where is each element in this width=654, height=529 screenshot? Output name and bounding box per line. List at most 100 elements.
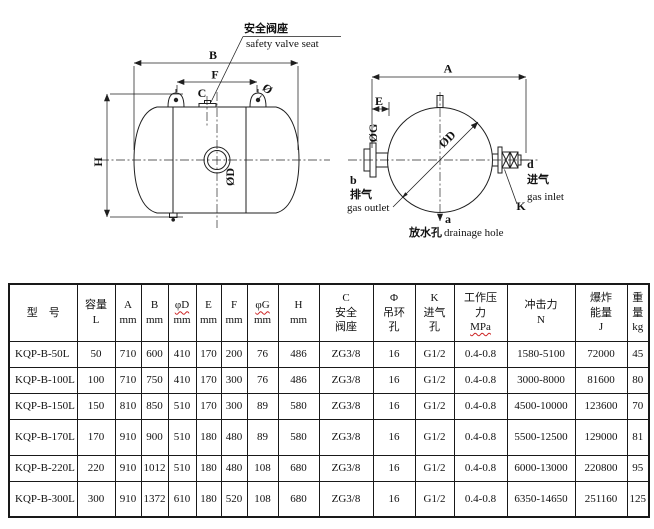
cell: 170 bbox=[195, 340, 222, 368]
inlet-letter: d bbox=[527, 157, 534, 171]
cell: 220 bbox=[76, 454, 116, 482]
cell: 410 bbox=[167, 340, 197, 368]
cell: ZG3/8 bbox=[318, 392, 374, 420]
cell: ZG3/8 bbox=[318, 454, 374, 482]
cell: 251160 bbox=[574, 480, 628, 518]
table-row: KQP-B-170L 170 910 900 510 180 480 89 580 ZG3/8 16… bbox=[8, 418, 650, 456]
col-header-1: 容量 L bbox=[76, 283, 116, 342]
cell: 16 bbox=[372, 392, 416, 420]
cell: 486 bbox=[277, 340, 320, 368]
cell: 100 bbox=[76, 366, 116, 394]
inlet-label-en: gas inlet bbox=[527, 191, 564, 203]
col-header-15: 重量 kg bbox=[626, 283, 650, 342]
cell: 45 bbox=[626, 340, 650, 368]
lifting-lug bbox=[167, 89, 185, 108]
cell: 0.4-0.8 bbox=[453, 480, 508, 518]
dim-line-OD bbox=[392, 121, 479, 208]
dim-label-H: H bbox=[91, 157, 105, 167]
col-header-4: φD mm bbox=[167, 283, 197, 342]
drain-label-en: drainage hole bbox=[444, 227, 504, 239]
cell: 50 bbox=[76, 340, 116, 368]
dim-label-C: C bbox=[198, 86, 207, 100]
cell: 480 bbox=[220, 454, 248, 482]
cell: 1580-5100 bbox=[506, 340, 576, 368]
outlet-letter: b bbox=[350, 173, 357, 187]
cell: 80 bbox=[626, 366, 650, 394]
cell: 76 bbox=[246, 366, 279, 394]
cell: G1/2 bbox=[414, 480, 455, 518]
tank-body bbox=[133, 106, 300, 214]
col-header-0: 型 号 bbox=[8, 283, 78, 342]
drain-letter: a bbox=[445, 212, 451, 226]
cell: 16 bbox=[372, 454, 416, 482]
cell: 125 bbox=[626, 480, 650, 518]
cell: 510 bbox=[167, 454, 197, 482]
cell: G1/2 bbox=[414, 392, 455, 420]
cell: 76 bbox=[246, 340, 279, 368]
cell: 910 bbox=[114, 454, 142, 482]
dim-label-OG: ØG bbox=[366, 124, 380, 143]
cell: 220800 bbox=[574, 454, 628, 482]
cell: 300 bbox=[220, 366, 248, 394]
leader-line bbox=[504, 169, 518, 205]
cell: 0.4-0.8 bbox=[453, 366, 508, 394]
outlet-label-zh: 排气 bbox=[350, 187, 372, 201]
cell: 520 bbox=[220, 480, 248, 518]
cell: 810 bbox=[114, 392, 142, 420]
cell: 70 bbox=[626, 392, 650, 420]
cell: G1/2 bbox=[414, 418, 455, 456]
cell: G1/2 bbox=[414, 340, 455, 368]
cell: 0.4-0.8 bbox=[453, 392, 508, 420]
dim-label-B: B bbox=[209, 48, 217, 62]
cell: 180 bbox=[195, 418, 222, 456]
cell: 150 bbox=[76, 392, 116, 420]
cell: 1372 bbox=[140, 480, 169, 518]
cell: 16 bbox=[372, 418, 416, 456]
cell: 16 bbox=[372, 340, 416, 368]
model-cell: KQP-B-50L bbox=[8, 340, 78, 368]
dim-label-F: F bbox=[211, 68, 218, 82]
cell: 81 bbox=[626, 418, 650, 456]
cell: 6350-14650 bbox=[506, 480, 576, 518]
col-header-13: 冲击力 N bbox=[506, 283, 576, 342]
cell: 180 bbox=[195, 454, 222, 482]
cell: 610 bbox=[167, 480, 197, 518]
technical-drawing: B F C Ø H ØD 安全阀座 safety valve seat bbox=[91, 21, 564, 239]
cell: 108 bbox=[246, 454, 279, 482]
cell: 72000 bbox=[574, 340, 628, 368]
cell: ZG3/8 bbox=[318, 480, 374, 518]
cell: 580 bbox=[277, 392, 320, 420]
cell: 410 bbox=[167, 366, 197, 394]
cell: ZG3/8 bbox=[318, 418, 374, 456]
cell: 910 bbox=[114, 418, 142, 456]
safety-valve-seat-icon bbox=[198, 100, 217, 108]
dim-label-OD: ØD bbox=[223, 168, 237, 186]
table-row: KQP-B-150L 150 810 850 510 170 300 89 580 ZG3/8 16… bbox=[8, 392, 650, 420]
cell: ZG3/8 bbox=[318, 340, 374, 368]
cell: 89 bbox=[246, 392, 279, 420]
cell: 108 bbox=[246, 480, 279, 518]
cell: 486 bbox=[277, 366, 320, 394]
cell: 300 bbox=[220, 392, 248, 420]
cell: 680 bbox=[277, 480, 320, 518]
cell: 3000-8000 bbox=[506, 366, 576, 394]
dim-label-E: E bbox=[375, 94, 383, 108]
cell: 4500-10000 bbox=[506, 392, 576, 420]
cell: 680 bbox=[277, 454, 320, 482]
cell: 510 bbox=[167, 392, 197, 420]
cell: G1/2 bbox=[414, 454, 455, 482]
cell: 16 bbox=[372, 480, 416, 518]
cell: 1012 bbox=[140, 454, 169, 482]
model-cell: KQP-B-170L bbox=[8, 418, 78, 456]
leader-line bbox=[257, 95, 262, 101]
cell: 910 bbox=[114, 480, 142, 518]
cell: 510 bbox=[167, 418, 197, 456]
table-row: KQP-B-100L 100 710 750 410 170 300 76 486 ZG3/8 16… bbox=[8, 366, 650, 394]
dim-label-K: K bbox=[516, 199, 526, 213]
cell: 600 bbox=[140, 340, 169, 368]
cell: ZG3/8 bbox=[318, 366, 374, 394]
